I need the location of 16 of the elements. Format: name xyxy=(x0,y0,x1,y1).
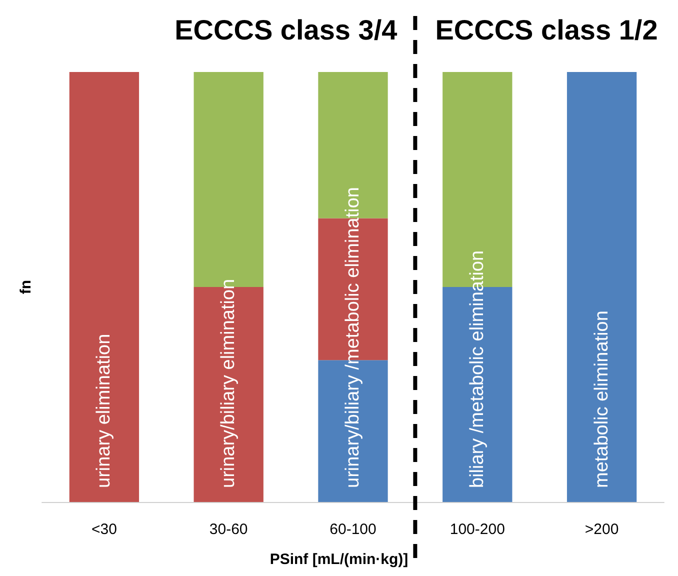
annotation: urinary/biliary /metabolic elimination xyxy=(342,187,364,488)
x-tick-label: 60-100 xyxy=(330,521,376,538)
bar xyxy=(69,72,140,502)
bar xyxy=(566,72,637,502)
text: ECCCS class 3/4 xyxy=(174,14,398,46)
x-tick-label: 100-200 xyxy=(450,521,505,538)
annotation: metabolic elimination xyxy=(591,310,612,488)
text: ECCCS class 1/2 xyxy=(435,14,658,46)
x-axis-title: PSinf [mL/(min·kg)] xyxy=(270,551,408,568)
annotation: biliary /metabolic elimination xyxy=(466,250,488,488)
x-tick-label: >200 xyxy=(584,521,619,538)
x-tick-label: 30-60 xyxy=(209,521,248,538)
x-tick-label: <30 xyxy=(91,521,117,538)
annotation: urinary elimination xyxy=(94,334,115,488)
y-axis-title: fn xyxy=(18,280,34,294)
annotation: urinary/biliary elimination xyxy=(218,278,240,488)
